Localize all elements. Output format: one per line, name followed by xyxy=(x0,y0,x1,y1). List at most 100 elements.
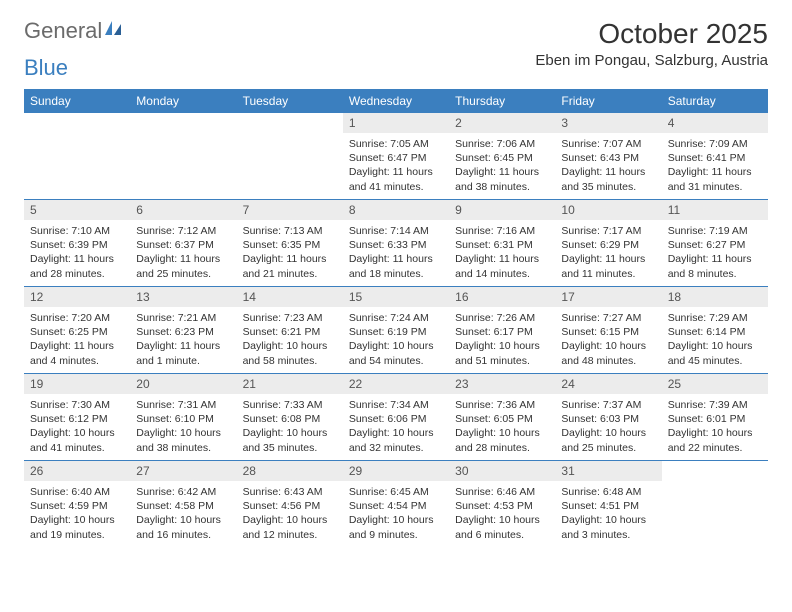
day-details: Sunrise: 6:42 AMSunset: 4:58 PMDaylight:… xyxy=(130,481,236,542)
day-sunset: Sunset: 6:47 PM xyxy=(349,151,443,165)
day-sunrise: Sunrise: 7:05 AM xyxy=(349,137,443,151)
day-sunset: Sunset: 6:35 PM xyxy=(243,238,337,252)
logo-text-2: Blue xyxy=(24,55,68,81)
day-daylight2: and 48 minutes. xyxy=(561,354,655,368)
week-row: 12Sunrise: 7:20 AMSunset: 6:25 PMDayligh… xyxy=(24,286,768,373)
day-number: 29 xyxy=(343,461,449,481)
day-daylight2: and 41 minutes. xyxy=(349,180,443,194)
day-sunrise: Sunrise: 7:27 AM xyxy=(561,311,655,325)
day-daylight1: Daylight: 11 hours xyxy=(668,165,762,179)
day-number: 10 xyxy=(555,200,661,220)
day-daylight2: and 9 minutes. xyxy=(349,528,443,542)
day-sunrise: Sunrise: 7:36 AM xyxy=(455,398,549,412)
day-number: 13 xyxy=(130,287,236,307)
day-daylight1: Daylight: 10 hours xyxy=(561,339,655,353)
day-cell: 6Sunrise: 7:12 AMSunset: 6:37 PMDaylight… xyxy=(130,200,236,286)
week-row: 5Sunrise: 7:10 AMSunset: 6:39 PMDaylight… xyxy=(24,199,768,286)
day-cell: 9Sunrise: 7:16 AMSunset: 6:31 PMDaylight… xyxy=(449,200,555,286)
day-daylight1: Daylight: 10 hours xyxy=(243,339,337,353)
day-number: 5 xyxy=(24,200,130,220)
day-daylight1: Daylight: 11 hours xyxy=(349,165,443,179)
day-daylight1: Daylight: 10 hours xyxy=(349,426,443,440)
day-daylight2: and 51 minutes. xyxy=(455,354,549,368)
day-sunrise: Sunrise: 7:24 AM xyxy=(349,311,443,325)
day-header: Monday xyxy=(130,89,236,113)
day-details: Sunrise: 7:14 AMSunset: 6:33 PMDaylight:… xyxy=(343,220,449,281)
day-daylight2: and 32 minutes. xyxy=(349,441,443,455)
day-daylight1: Daylight: 11 hours xyxy=(561,252,655,266)
day-sunrise: Sunrise: 6:40 AM xyxy=(30,485,124,499)
day-sunset: Sunset: 6:23 PM xyxy=(136,325,230,339)
day-number: 6 xyxy=(130,200,236,220)
day-daylight1: Daylight: 10 hours xyxy=(243,513,337,527)
day-sunset: Sunset: 6:25 PM xyxy=(30,325,124,339)
day-details: Sunrise: 6:43 AMSunset: 4:56 PMDaylight:… xyxy=(237,481,343,542)
day-header-row: SundayMondayTuesdayWednesdayThursdayFrid… xyxy=(24,89,768,113)
day-daylight1: Daylight: 10 hours xyxy=(455,426,549,440)
day-sunrise: Sunrise: 7:19 AM xyxy=(668,224,762,238)
day-sunrise: Sunrise: 6:43 AM xyxy=(243,485,337,499)
day-daylight1: Daylight: 10 hours xyxy=(668,339,762,353)
day-sunrise: Sunrise: 6:42 AM xyxy=(136,485,230,499)
day-sunset: Sunset: 4:56 PM xyxy=(243,499,337,513)
day-daylight2: and 38 minutes. xyxy=(455,180,549,194)
day-details: Sunrise: 6:40 AMSunset: 4:59 PMDaylight:… xyxy=(24,481,130,542)
day-details: Sunrise: 7:13 AMSunset: 6:35 PMDaylight:… xyxy=(237,220,343,281)
day-sunrise: Sunrise: 7:20 AM xyxy=(30,311,124,325)
calendar: SundayMondayTuesdayWednesdayThursdayFrid… xyxy=(24,89,768,547)
title-block: October 2025 Eben im Pongau, Salzburg, A… xyxy=(535,18,768,69)
day-details: Sunrise: 7:21 AMSunset: 6:23 PMDaylight:… xyxy=(130,307,236,368)
day-details: Sunrise: 7:37 AMSunset: 6:03 PMDaylight:… xyxy=(555,394,661,455)
day-sunset: Sunset: 6:03 PM xyxy=(561,412,655,426)
day-cell: 5Sunrise: 7:10 AMSunset: 6:39 PMDaylight… xyxy=(24,200,130,286)
day-cell: 23Sunrise: 7:36 AMSunset: 6:05 PMDayligh… xyxy=(449,374,555,460)
day-details: Sunrise: 7:09 AMSunset: 6:41 PMDaylight:… xyxy=(662,133,768,194)
day-details: Sunrise: 7:27 AMSunset: 6:15 PMDaylight:… xyxy=(555,307,661,368)
day-sunset: Sunset: 4:58 PM xyxy=(136,499,230,513)
day-number: 2 xyxy=(449,113,555,133)
day-sunset: Sunset: 6:41 PM xyxy=(668,151,762,165)
day-sunrise: Sunrise: 6:48 AM xyxy=(561,485,655,499)
day-details: Sunrise: 7:33 AMSunset: 6:08 PMDaylight:… xyxy=(237,394,343,455)
day-daylight1: Daylight: 11 hours xyxy=(668,252,762,266)
day-number: 28 xyxy=(237,461,343,481)
day-daylight2: and 4 minutes. xyxy=(30,354,124,368)
day-cell: 31Sunrise: 6:48 AMSunset: 4:51 PMDayligh… xyxy=(555,461,661,547)
day-number: 14 xyxy=(237,287,343,307)
day-daylight1: Daylight: 11 hours xyxy=(455,252,549,266)
day-sunset: Sunset: 6:37 PM xyxy=(136,238,230,252)
day-header: Sunday xyxy=(24,89,130,113)
day-header: Wednesday xyxy=(343,89,449,113)
day-cell: 13Sunrise: 7:21 AMSunset: 6:23 PMDayligh… xyxy=(130,287,236,373)
day-daylight2: and 22 minutes. xyxy=(668,441,762,455)
day-details: Sunrise: 7:05 AMSunset: 6:47 PMDaylight:… xyxy=(343,133,449,194)
day-number: 21 xyxy=(237,374,343,394)
day-daylight2: and 35 minutes. xyxy=(561,180,655,194)
day-details: Sunrise: 6:48 AMSunset: 4:51 PMDaylight:… xyxy=(555,481,661,542)
day-details: Sunrise: 7:06 AMSunset: 6:45 PMDaylight:… xyxy=(449,133,555,194)
day-sunset: Sunset: 6:43 PM xyxy=(561,151,655,165)
day-daylight2: and 31 minutes. xyxy=(668,180,762,194)
day-sunset: Sunset: 6:12 PM xyxy=(30,412,124,426)
day-number: 20 xyxy=(130,374,236,394)
day-daylight1: Daylight: 11 hours xyxy=(455,165,549,179)
day-details: Sunrise: 7:30 AMSunset: 6:12 PMDaylight:… xyxy=(24,394,130,455)
day-cell: 19Sunrise: 7:30 AMSunset: 6:12 PMDayligh… xyxy=(24,374,130,460)
day-details: Sunrise: 7:12 AMSunset: 6:37 PMDaylight:… xyxy=(130,220,236,281)
day-sunset: Sunset: 6:29 PM xyxy=(561,238,655,252)
day-sunset: Sunset: 6:19 PM xyxy=(349,325,443,339)
day-sunrise: Sunrise: 7:10 AM xyxy=(30,224,124,238)
day-daylight1: Daylight: 10 hours xyxy=(349,513,443,527)
day-header: Tuesday xyxy=(237,89,343,113)
location: Eben im Pongau, Salzburg, Austria xyxy=(535,52,768,69)
day-sunset: Sunset: 6:21 PM xyxy=(243,325,337,339)
day-number: 3 xyxy=(555,113,661,133)
day-daylight2: and 12 minutes. xyxy=(243,528,337,542)
day-sunrise: Sunrise: 6:45 AM xyxy=(349,485,443,499)
day-daylight2: and 11 minutes. xyxy=(561,267,655,281)
day-sunset: Sunset: 6:27 PM xyxy=(668,238,762,252)
day-sunrise: Sunrise: 7:26 AM xyxy=(455,311,549,325)
day-sunset: Sunset: 4:51 PM xyxy=(561,499,655,513)
day-number: 25 xyxy=(662,374,768,394)
day-details: Sunrise: 7:31 AMSunset: 6:10 PMDaylight:… xyxy=(130,394,236,455)
